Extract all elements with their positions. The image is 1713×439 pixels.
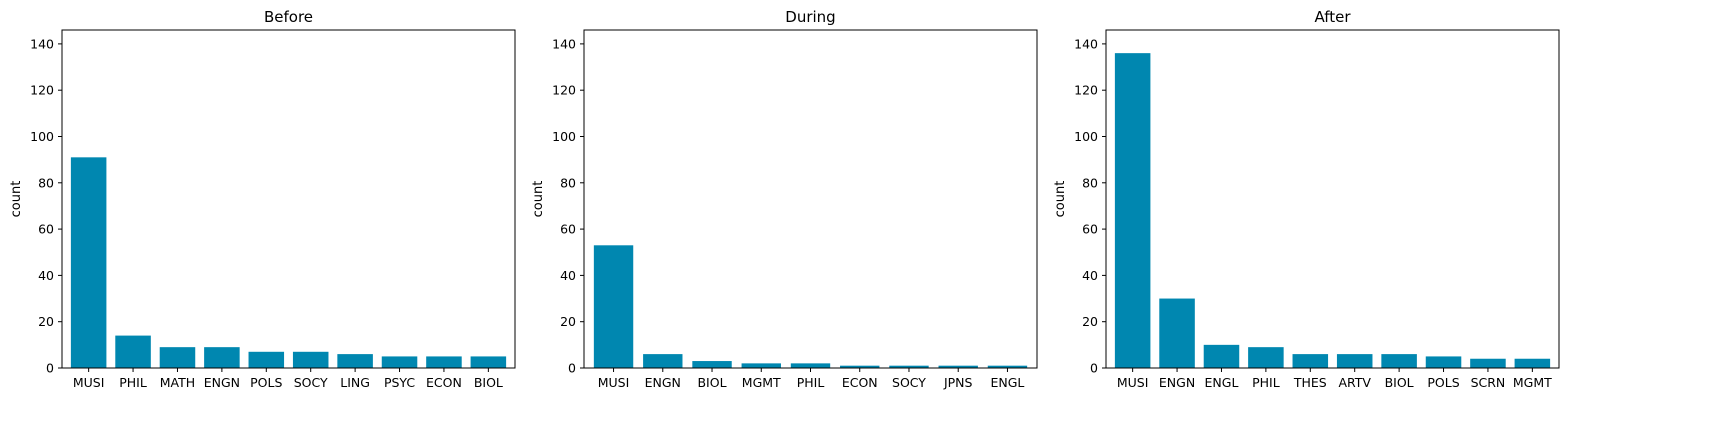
bar <box>643 354 683 368</box>
bar <box>159 347 196 368</box>
x-tick-label: ENGN <box>645 375 681 390</box>
x-tick-label: MUSI <box>598 375 630 390</box>
y-tick-label: 140 <box>1074 36 1098 51</box>
y-axis-label: count <box>1053 181 1068 218</box>
x-tick-label: MUSI <box>73 375 105 390</box>
bar <box>1425 356 1462 368</box>
y-tick-label: 0 <box>1090 361 1098 376</box>
bar <box>1336 354 1373 368</box>
y-tick-label: 100 <box>552 129 576 144</box>
y-tick-label: 0 <box>46 361 54 376</box>
y-tick-label: 20 <box>1082 314 1098 329</box>
y-tick-label: 60 <box>560 222 576 237</box>
y-axis-label: count <box>9 181 24 218</box>
y-tick-label: 100 <box>30 129 54 144</box>
x-tick-label: ENGL <box>1205 375 1239 390</box>
plot-frame <box>583 29 1038 369</box>
bar <box>987 365 1028 368</box>
bar <box>938 365 978 368</box>
bar <box>593 245 634 368</box>
bar <box>741 363 781 368</box>
y-tick-label: 60 <box>38 222 54 237</box>
y-tick-label: 120 <box>552 83 576 98</box>
bar <box>840 365 880 368</box>
x-tick-label: ENGL <box>991 375 1025 390</box>
x-tick-label: ENGN <box>204 375 240 390</box>
bar <box>790 363 831 368</box>
bar <box>1514 358 1551 368</box>
bar <box>1203 344 1240 368</box>
x-tick-label: SOCY <box>892 375 926 390</box>
y-tick-label: 80 <box>560 175 576 190</box>
x-tick-label: POLS <box>250 375 282 390</box>
bar <box>1114 53 1151 369</box>
bar <box>1248 347 1284 368</box>
x-tick-label: BIOL <box>474 375 503 390</box>
y-tick-label: 40 <box>560 268 576 283</box>
x-tick-label: PSYC <box>384 375 415 390</box>
y-tick-label: 20 <box>560 314 576 329</box>
y-tick-label: 120 <box>1074 83 1098 98</box>
y-tick-label: 120 <box>30 83 54 98</box>
x-tick-label: PHIL <box>119 375 147 390</box>
x-tick-label: MGMT <box>742 375 781 390</box>
y-tick-label: 60 <box>1082 222 1098 237</box>
bar <box>115 335 151 368</box>
chart-panel-0: MUSI PHIL MATH ENGN POLS SOCY LING PSYC ECON BIOL… <box>9 8 516 390</box>
x-tick-label: ARTV <box>1338 375 1371 390</box>
bar <box>1159 298 1195 368</box>
plot-frame <box>1105 29 1560 369</box>
bar <box>204 347 240 368</box>
y-tick-label: 140 <box>552 36 576 51</box>
x-tick-label: ECON <box>842 375 878 390</box>
bar <box>692 361 732 368</box>
bar <box>889 365 929 368</box>
y-tick-label: 0 <box>568 361 576 376</box>
y-tick-label: 80 <box>1082 175 1098 190</box>
y-axis-label: count <box>531 181 546 218</box>
bar <box>70 157 107 368</box>
y-tick-label: 80 <box>38 175 54 190</box>
bar <box>470 356 507 368</box>
x-tick-label: POLS <box>1427 375 1459 390</box>
y-tick-label: 100 <box>1074 129 1098 144</box>
x-tick-label: ENGN <box>1159 375 1195 390</box>
chart-title: Before <box>264 8 313 26</box>
x-tick-label: MATH <box>160 375 195 390</box>
chart-panel-2: MUSI ENGN ENGL PHIL THES ARTV BIOL POLS SCRN MGMT… <box>1053 8 1560 390</box>
x-tick-label: LING <box>340 375 370 390</box>
y-tick-label: 40 <box>38 268 54 283</box>
bar <box>248 351 285 368</box>
bar <box>292 351 329 368</box>
x-tick-label: SOCY <box>294 375 328 390</box>
chart-title: During <box>785 8 835 26</box>
bar <box>337 354 373 368</box>
x-tick-label: PHIL <box>797 375 825 390</box>
bar <box>1470 358 1506 368</box>
x-tick-label: ECON <box>426 375 462 390</box>
x-tick-label: BIOL <box>697 375 726 390</box>
y-tick-label: 140 <box>30 36 54 51</box>
bar <box>1292 354 1329 368</box>
x-tick-label: PHIL <box>1252 375 1280 390</box>
x-tick-label: BIOL <box>1385 375 1414 390</box>
chart-panel-1: MUSI ENGN BIOL MGMT PHIL ECON SOCY JPNS ENGL 0 20 4… <box>531 8 1038 390</box>
bar <box>381 356 418 368</box>
x-tick-label: MGMT <box>1513 375 1552 390</box>
bar <box>1381 354 1417 368</box>
y-tick-label: 40 <box>1082 268 1098 283</box>
chart-title: After <box>1314 8 1351 26</box>
x-tick-label: MUSI <box>1117 375 1149 390</box>
x-tick-label: SCRN <box>1471 375 1506 390</box>
x-tick-label: THES <box>1293 375 1327 390</box>
plot-frame <box>61 29 516 369</box>
x-tick-label: JPNS <box>943 375 973 390</box>
y-tick-label: 20 <box>38 314 54 329</box>
bar <box>426 356 462 368</box>
